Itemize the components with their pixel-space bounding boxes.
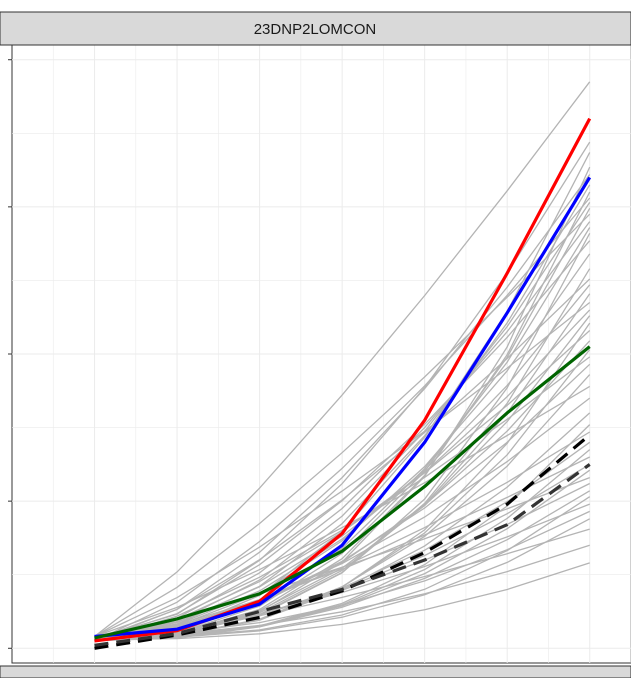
background-series-line [94,309,591,640]
background-series-line [94,456,590,642]
background-series-line [94,213,591,638]
background-series-line [94,81,591,638]
background-series-line [94,518,591,640]
y-axis-ticks [8,59,12,649]
background-series-line [94,397,591,640]
facet-strip [0,11,631,46]
background-series-line [94,496,591,639]
background-series-line [94,562,590,641]
background-series-line [94,278,591,642]
highlighted-series-group [94,117,592,650]
facet-strip-label: 23DNP2LOMCON [254,21,377,38]
background-series-line [94,424,591,639]
background-series-line [94,356,591,642]
background-series-line [94,227,591,642]
series-line-2 [94,176,592,639]
next-facet-strip [0,665,631,678]
series-line-5 [94,463,591,647]
background-series-line [94,385,591,638]
background-series-line [94,202,591,639]
series-line-3 [94,345,591,640]
background-series-line [94,301,591,638]
background-series-line [94,510,590,638]
background-series-line [94,544,590,639]
background-series-line [94,197,591,642]
